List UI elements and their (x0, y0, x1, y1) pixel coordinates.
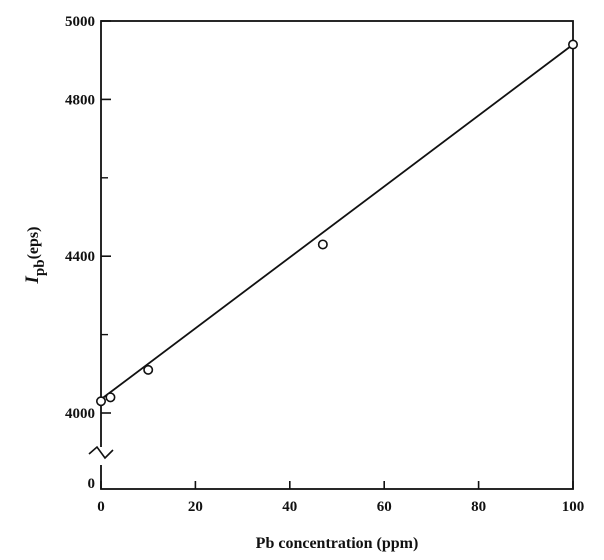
x-tick-label: 0 (97, 499, 105, 515)
data-points (96, 39, 578, 407)
x-tick-label: 20 (188, 499, 203, 515)
data-point (96, 396, 107, 407)
data-point (143, 364, 154, 375)
x-tick-label: 60 (377, 499, 392, 515)
data-point (567, 39, 578, 50)
x-tick-label: 40 (282, 499, 297, 515)
y-axis-break-gap (98, 447, 104, 465)
y-tick-label: 4800 (65, 92, 95, 108)
x-tick-label: 80 (471, 499, 486, 515)
y-tick-label: 4000 (65, 406, 95, 422)
data-point (105, 392, 116, 403)
y-axis-label-subscript: pb (32, 259, 48, 276)
plot-frame (100, 20, 574, 490)
fit-line (100, 43, 574, 400)
y-axis-label-unit: (eps) (25, 227, 42, 260)
tick-labels: 0 20 40 60 80 100 4000 4400 4800 5000 0 (65, 14, 584, 515)
y-tick-label: 5000 (65, 14, 95, 30)
data-point (317, 239, 328, 250)
y-axis-label: Ipb(eps) (22, 227, 48, 285)
y-axis-label-symbol: I (22, 275, 43, 284)
y-break-zero-label: 0 (88, 476, 96, 492)
y-axis-break (88, 445, 114, 465)
y-tick-label: 4400 (65, 249, 95, 265)
y-axis-break-zigzag (88, 445, 114, 460)
tick-marks (100, 20, 574, 489)
x-axis-label: Pb concentration (ppm) (256, 535, 419, 552)
x-tick-label: 100 (562, 499, 585, 515)
